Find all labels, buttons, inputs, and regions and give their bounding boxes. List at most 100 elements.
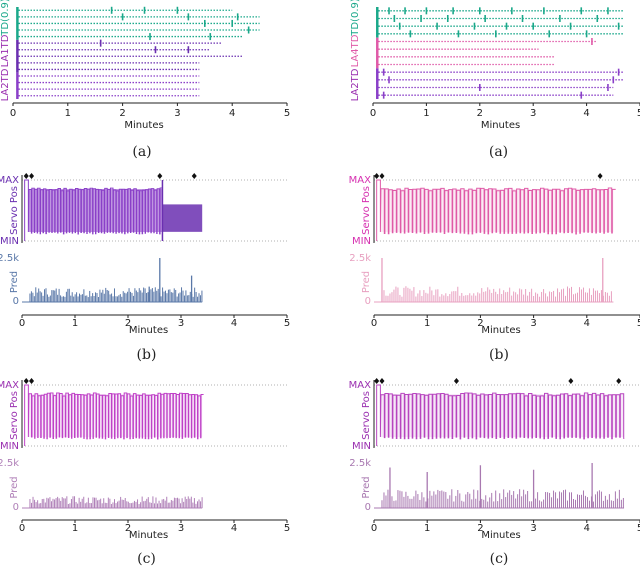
x-tick-label: 4	[231, 523, 237, 534]
servo-signal	[24, 384, 204, 446]
x-tick-label: 0	[19, 523, 25, 534]
x-tick-label: 3	[530, 318, 536, 329]
panel-caption: (a)	[489, 144, 508, 160]
x-tick-label: 0	[371, 318, 377, 329]
servo-max-label: MAX	[0, 380, 19, 391]
x-tick-label: 2	[119, 108, 125, 119]
x-tick-label: 4	[231, 318, 237, 329]
x-tick-label: 0	[10, 108, 16, 119]
event-marker	[29, 173, 35, 179]
x-tick-label: 3	[178, 318, 184, 329]
servo-signal	[376, 179, 616, 241]
pred-axis-label: Pred	[9, 271, 20, 293]
x-tick-label: 1	[424, 318, 430, 329]
x-tick-label: 4	[583, 108, 589, 119]
row-group-label: LA1TD	[0, 34, 11, 67]
pred-axis-label: Pred	[361, 476, 372, 498]
x-tick-label: 2	[125, 523, 131, 534]
x-tick-label: 5	[637, 108, 640, 119]
x-tick-label: 4	[584, 523, 590, 534]
x-tick-label: 3	[174, 108, 180, 119]
x-tick-label: 5	[284, 523, 290, 534]
event-marker	[568, 378, 574, 384]
event-marker	[29, 378, 35, 384]
x-axis-label: Minutes	[481, 120, 520, 131]
x-tick-label: 0	[370, 108, 376, 119]
x-tick-label: 4	[584, 318, 590, 329]
pred-axis-label: Pred	[361, 271, 372, 293]
pred-tick-label: 2.5k	[0, 458, 19, 469]
x-tick-label: 5	[284, 318, 290, 329]
servo-fill	[380, 189, 614, 232]
servo-min-label: MIN	[0, 236, 19, 247]
x-tick-label: 5	[637, 318, 640, 329]
x-axis-label: Minutes	[481, 325, 520, 336]
x-axis-label: Minutes	[124, 120, 163, 131]
event-marker	[616, 378, 622, 384]
pred-tick-label: 2.5k	[349, 253, 371, 264]
x-tick-label: 3	[530, 523, 536, 534]
panel-caption: (c)	[490, 551, 509, 567]
panel-caption: (a)	[132, 144, 151, 160]
x-tick-label: 2	[477, 318, 483, 329]
event-marker	[597, 173, 603, 179]
event-marker	[23, 378, 29, 384]
row-group-label: LA2TD	[350, 68, 361, 101]
x-tick-label: 0	[19, 318, 25, 329]
pred-tick-label: 2.5k	[349, 458, 371, 469]
x-tick-label: 3	[530, 108, 536, 119]
servo-max-label: MAX	[0, 175, 19, 186]
servo-min-label: MIN	[352, 236, 371, 247]
row-group-label: LA4TD	[350, 34, 361, 67]
pred-tick-label: 0	[365, 296, 371, 307]
servo-signal	[376, 384, 625, 446]
servo-min-label: MIN	[0, 441, 19, 452]
servo-signal	[24, 179, 163, 241]
panel-caption: (b)	[489, 347, 509, 363]
servo-axis-label: Servo Pos	[9, 186, 20, 235]
event-marker	[453, 378, 459, 384]
x-axis-label: Minutes	[481, 530, 520, 541]
pred-tick-label: 0	[13, 296, 19, 307]
event-marker	[374, 378, 380, 384]
servo-fill	[28, 189, 163, 232]
x-tick-label: 4	[229, 108, 235, 119]
pred-tick-label: 2.5k	[0, 253, 19, 264]
event-marker	[374, 173, 380, 179]
pred-tick-label: 0	[13, 502, 19, 513]
x-tick-label: 1	[65, 108, 71, 119]
row-group-label: TD(0.9)	[350, 0, 361, 37]
servo-min-label: MIN	[352, 441, 371, 452]
servo-axis-label: Servo Pos	[361, 186, 372, 235]
row-group-label: LA2TD	[0, 68, 11, 101]
x-tick-label: 3	[178, 523, 184, 534]
event-marker	[23, 173, 29, 179]
x-axis-label: Minutes	[129, 325, 168, 336]
pred-axis-label: Pred	[9, 476, 20, 498]
servo-max-label: MAX	[349, 380, 371, 391]
servo-fill	[380, 394, 625, 437]
servo-axis-label: Servo Pos	[361, 391, 372, 440]
event-marker	[157, 173, 163, 179]
x-axis-label: Minutes	[129, 530, 168, 541]
x-tick-label: 2	[125, 318, 131, 329]
event-marker	[379, 173, 385, 179]
panel-caption: (b)	[137, 347, 157, 363]
x-tick-label: 1	[424, 523, 430, 534]
servo-axis-label: Servo Pos	[9, 391, 20, 440]
x-tick-label: 2	[477, 108, 483, 119]
event-marker	[379, 378, 385, 384]
servo-max-label: MAX	[349, 175, 371, 186]
x-tick-label: 5	[284, 108, 290, 119]
x-tick-label: 0	[371, 523, 377, 534]
servo-fill-secondary	[162, 204, 203, 232]
x-tick-label: 1	[72, 523, 78, 534]
x-tick-label: 5	[637, 523, 640, 534]
